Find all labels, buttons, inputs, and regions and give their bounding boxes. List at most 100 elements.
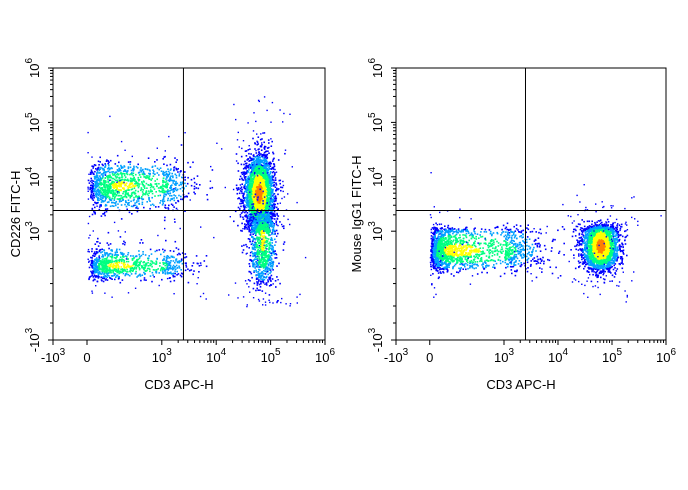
event-point [122,259,125,261]
event-point [125,267,128,269]
event-point [143,206,145,209]
event-point [132,263,135,266]
event-point [133,198,135,201]
event-point [124,183,127,186]
event-point [108,253,111,255]
event-point [141,274,144,276]
event-point [120,183,122,186]
event-point [160,253,162,256]
event-point [106,276,109,278]
event-point [263,162,266,165]
event-point [174,195,177,197]
event-point [271,217,274,220]
event-point [101,177,104,180]
event-point [144,273,146,275]
event-point [115,200,118,203]
event-point [120,172,122,174]
event-point [147,257,150,259]
event-point [252,137,254,140]
event-point [106,268,108,270]
event-point [112,186,114,188]
event-point [107,259,110,262]
event-point [112,189,114,191]
event-point [112,265,114,268]
event-point [157,206,160,208]
event-point [105,258,108,260]
event-point [251,192,254,194]
event-point [242,196,244,198]
event-point [149,184,152,187]
event-point [125,182,128,184]
event-point [124,149,126,151]
event-point [111,201,113,204]
event-point [115,266,118,269]
event-point [145,182,148,185]
event-point [128,274,131,277]
event-point [137,176,140,179]
event-point [87,222,90,225]
event-point [262,175,264,178]
event-point [169,194,171,197]
event-point [97,237,99,240]
event-point [252,196,254,198]
event-point [138,185,140,187]
event-point [164,185,166,187]
event-point [161,191,164,194]
event-point [103,258,106,260]
event-point [146,269,148,272]
event-point [271,232,273,234]
event-point [127,202,129,204]
event-point [93,164,96,166]
event-point [184,179,186,181]
event-point [92,165,95,168]
event-point [117,266,120,269]
event-point [94,253,97,256]
event-point [239,198,242,201]
event-point [274,203,276,206]
event-point [87,198,90,200]
event-point [257,153,260,156]
event-point [167,272,169,275]
event-point [173,194,175,196]
event-point [267,162,270,165]
event-point [133,261,136,263]
event-point [126,193,128,195]
event-point [272,151,274,154]
event-point [112,275,114,277]
event-point [136,210,139,213]
event-point [261,172,264,174]
event-point [248,203,251,205]
event-point [181,262,184,265]
event-point [111,205,114,207]
event-point [122,269,125,271]
event-point [156,185,158,188]
event-point [122,264,125,266]
event-point [262,186,265,188]
event-point [147,190,150,192]
event-point [271,182,273,185]
event-point [88,182,91,184]
event-point [196,283,198,285]
event-point [253,162,256,164]
event-point [251,170,253,172]
event-point [165,207,167,209]
event-point [101,251,104,253]
event-point [143,268,145,271]
event-point [259,156,261,159]
event-point [94,176,96,179]
event-point [237,187,240,189]
event-point [240,163,243,166]
event-point [149,200,151,202]
event-point [116,192,119,195]
event-point [162,180,164,183]
event-point [187,268,189,270]
event-point [103,183,106,186]
event-point [247,225,250,227]
event-point [145,175,148,177]
event-point [90,191,93,194]
event-point [98,164,100,166]
event-point [97,265,99,267]
event-point [257,192,260,194]
event-point [177,171,179,173]
event-point [147,265,150,267]
